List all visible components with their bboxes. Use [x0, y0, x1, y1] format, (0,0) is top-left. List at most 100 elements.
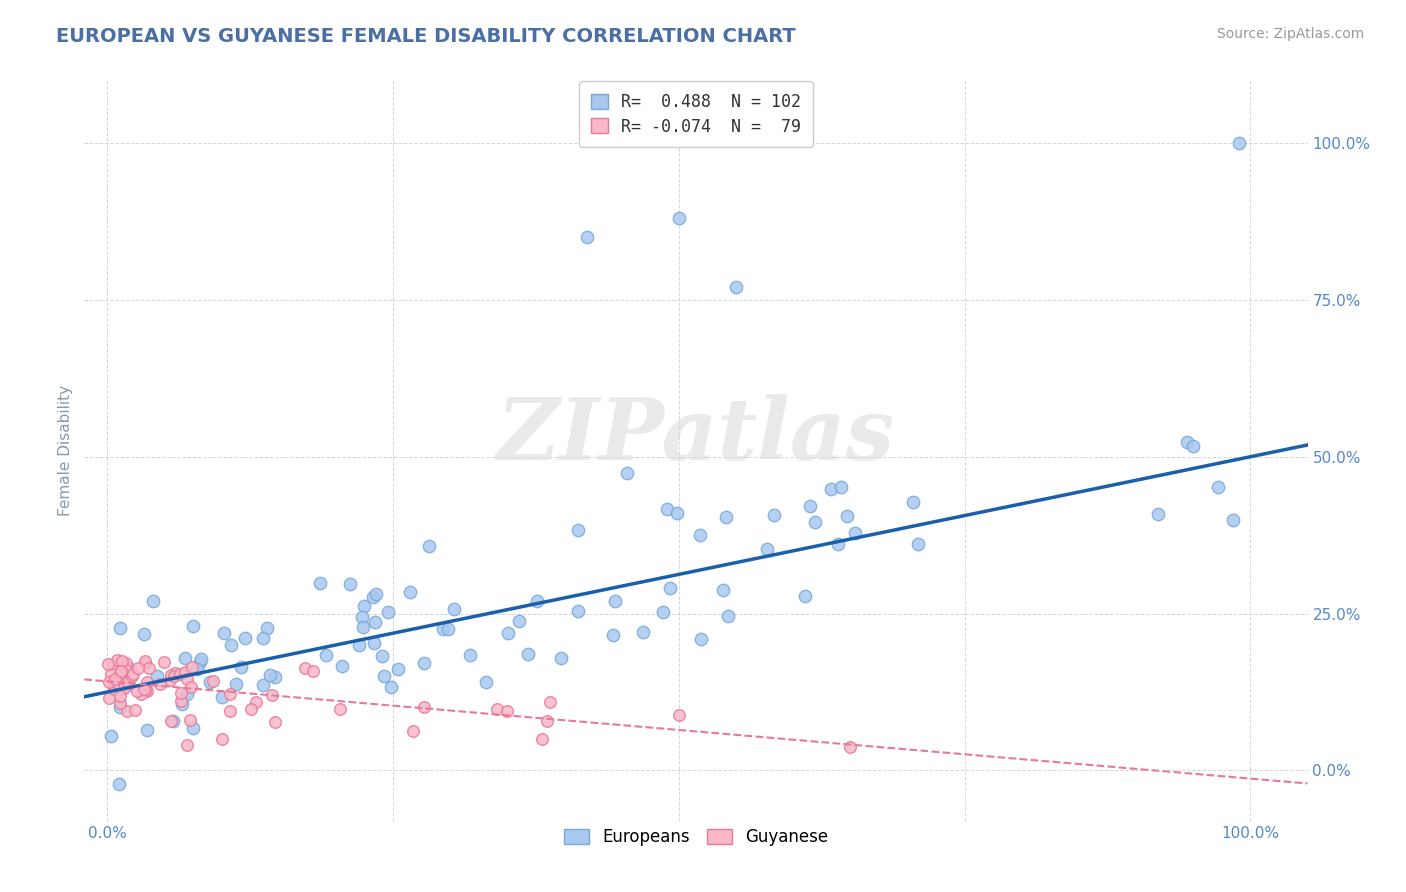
- Point: [259, 667, 281, 681]
- Point: [103, 682, 125, 697]
- Point: [145, 669, 167, 683]
- Point: [114, 673, 136, 687]
- Point: [756, 542, 779, 557]
- Point: [172, 697, 194, 711]
- Point: [181, 660, 204, 674]
- Point: [349, 638, 371, 652]
- Point: [844, 525, 866, 540]
- Point: [174, 665, 197, 680]
- Point: [714, 510, 737, 524]
- Point: [117, 678, 139, 692]
- Point: [115, 676, 138, 690]
- Point: [135, 723, 157, 738]
- Point: [211, 732, 233, 747]
- Text: Source: ZipAtlas.com: Source: ZipAtlas.com: [1216, 27, 1364, 41]
- Point: [212, 625, 235, 640]
- Point: [148, 677, 170, 691]
- Point: [152, 655, 174, 669]
- Point: [820, 483, 842, 497]
- Point: [121, 669, 143, 683]
- Point: [107, 676, 129, 690]
- Point: [458, 648, 481, 662]
- Point: [387, 662, 409, 676]
- Point: [127, 684, 149, 698]
- Point: [169, 685, 191, 699]
- Point: [115, 663, 138, 677]
- Point: [799, 500, 821, 514]
- Point: [110, 669, 132, 683]
- Point: [117, 674, 139, 689]
- Point: [398, 585, 420, 599]
- Point: [402, 724, 425, 739]
- Point: [108, 690, 131, 704]
- Point: [186, 662, 208, 676]
- Point: [115, 656, 138, 670]
- Point: [352, 610, 374, 624]
- Point: [240, 702, 263, 716]
- Point: [136, 675, 159, 690]
- Point: [475, 675, 498, 690]
- Point: [762, 508, 785, 522]
- Point: [98, 691, 121, 706]
- Point: [839, 739, 862, 754]
- Point: [107, 777, 129, 791]
- Point: [159, 668, 181, 682]
- Point: [180, 681, 202, 695]
- Point: [1146, 508, 1168, 522]
- Point: [602, 628, 624, 642]
- Point: [108, 681, 131, 696]
- Point: [176, 687, 198, 701]
- Point: [567, 523, 589, 537]
- Point: [120, 662, 142, 676]
- Point: [134, 683, 156, 698]
- Point: [252, 631, 274, 645]
- Point: [616, 466, 638, 480]
- Point: [530, 732, 553, 747]
- Point: [159, 673, 181, 687]
- Point: [443, 602, 465, 616]
- Point: [437, 622, 460, 636]
- Point: [724, 280, 747, 294]
- Point: [380, 680, 402, 694]
- Point: [526, 594, 548, 608]
- Point: [105, 653, 128, 667]
- Point: [418, 539, 440, 553]
- Point: [352, 620, 374, 634]
- Point: [377, 605, 399, 619]
- Point: [413, 700, 436, 714]
- Point: [201, 674, 224, 689]
- Point: [127, 661, 149, 675]
- Point: [104, 672, 127, 686]
- Point: [339, 577, 361, 591]
- Point: [245, 695, 267, 709]
- Point: [115, 704, 138, 718]
- Point: [160, 714, 183, 729]
- Point: [110, 656, 132, 670]
- Point: [211, 690, 233, 705]
- Point: [665, 506, 688, 520]
- Point: [301, 664, 323, 678]
- Point: [165, 665, 187, 680]
- Point: [496, 625, 519, 640]
- Point: [188, 655, 211, 669]
- Point: [110, 664, 132, 678]
- Point: [108, 696, 131, 710]
- Point: [200, 675, 222, 690]
- Y-axis label: Female Disability: Female Disability: [58, 384, 73, 516]
- Point: [363, 636, 385, 650]
- Point: [100, 729, 122, 743]
- Point: [176, 672, 198, 686]
- Point: [252, 677, 274, 691]
- Legend: Europeans, Guyanese: Europeans, Guyanese: [557, 822, 835, 853]
- Point: [793, 590, 815, 604]
- Text: ZIPatlas: ZIPatlas: [496, 394, 896, 477]
- Point: [294, 661, 316, 675]
- Point: [412, 656, 434, 670]
- Point: [101, 675, 124, 690]
- Point: [309, 576, 332, 591]
- Point: [142, 594, 165, 608]
- Point: [652, 605, 675, 619]
- Point: [117, 673, 139, 688]
- Point: [655, 501, 678, 516]
- Point: [233, 631, 256, 645]
